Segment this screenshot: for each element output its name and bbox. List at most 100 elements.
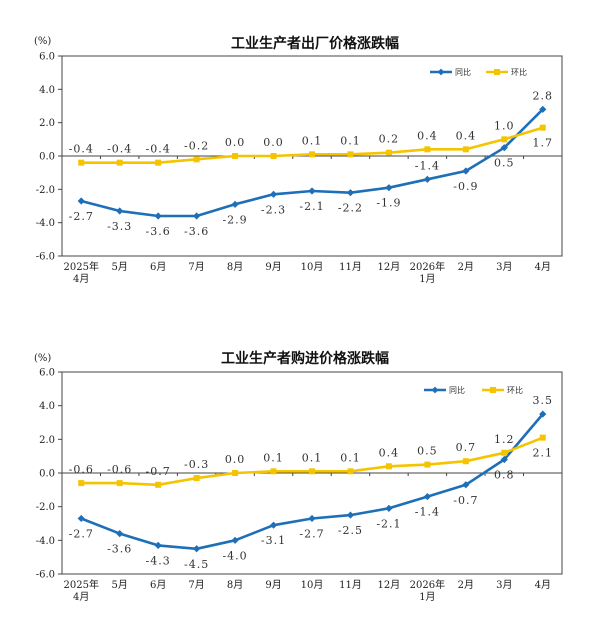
data-point-mom <box>347 468 354 475</box>
data-label: -0.3 <box>184 458 209 471</box>
x-tick-label: 6月 <box>150 261 166 273</box>
legend-marker <box>431 386 439 394</box>
x-tick-label: 2026年 <box>410 260 445 273</box>
data-label: 0.2 <box>379 133 400 146</box>
data-point-mom <box>462 458 469 465</box>
data-point-yoy <box>346 511 355 519</box>
data-point-mom <box>78 159 85 166</box>
x-tick-label: 10月 <box>301 261 324 273</box>
data-label: -1.4 <box>415 506 440 519</box>
data-label: 0.1 <box>340 134 361 147</box>
y-unit-label: (%) <box>34 353 51 364</box>
legend-marker <box>490 387 496 393</box>
data-label: -0.4 <box>107 143 132 156</box>
x-tick-label: 4月 <box>535 261 551 273</box>
x-tick-label: 12月 <box>378 261 401 273</box>
data-label: -2.5 <box>338 524 363 537</box>
data-point-mom <box>193 475 200 482</box>
y-tick-label: -2.0 <box>36 502 55 513</box>
data-label: 0.7 <box>456 441 477 454</box>
data-point-mom <box>424 146 431 153</box>
purchase-price-chart: 工业生产者购进价格涨跌幅 (%) 6.0 4.0 2.0 0.0 -2.0 -4.0 -6.… <box>34 350 563 603</box>
data-label: 0.5 <box>494 157 515 170</box>
data-point-mom <box>424 461 431 468</box>
data-label: -0.7 <box>146 465 171 478</box>
data-label: -3.1 <box>261 534 286 547</box>
data-label: 0.4 <box>456 129 477 142</box>
x-tick-label: 6月 <box>150 579 166 591</box>
x-tick-label: 9月 <box>265 579 281 591</box>
data-label: -3.6 <box>107 543 132 556</box>
data-point-mom <box>501 449 508 456</box>
data-label: 2.8 <box>533 89 554 102</box>
data-label: -2.7 <box>299 527 324 540</box>
data-point-mom <box>501 136 508 143</box>
y-unit-label: (%) <box>34 36 51 47</box>
data-point-yoy <box>116 207 124 215</box>
data-label: -2.1 <box>299 200 324 213</box>
y-tick-label: 4.0 <box>39 85 55 96</box>
data-point-yoy <box>193 212 201 220</box>
x-tick-label: 2025年 <box>64 260 99 273</box>
data-label: 0.0 <box>225 453 246 466</box>
legend-label: 环比 <box>507 385 523 395</box>
data-label: -3.6 <box>184 225 209 238</box>
data-point-yoy <box>462 167 470 175</box>
data-point-yoy <box>500 144 508 152</box>
data-point-mom <box>232 470 239 476</box>
y-tick-label: 2.0 <box>39 435 55 446</box>
data-label: -4.3 <box>146 554 171 567</box>
y-tick-label: -2.0 <box>36 185 55 196</box>
data-point-yoy <box>77 514 85 523</box>
x-tick-label: 7月 <box>188 261 204 273</box>
data-label: 0.8 <box>494 469 515 482</box>
data-point-yoy <box>193 545 201 553</box>
data-label: 0.4 <box>379 446 400 459</box>
data-label: -3.3 <box>107 220 132 233</box>
data-point-yoy <box>154 212 162 220</box>
data-label: 0.0 <box>263 136 284 149</box>
data-point-yoy <box>231 536 239 544</box>
y-tick-label: 2.0 <box>39 118 55 129</box>
data-point-yoy <box>500 455 508 464</box>
data-label: 2.1 <box>533 447 554 460</box>
x-tick-label: 3月 <box>496 579 512 591</box>
data-label: -4.5 <box>184 558 209 571</box>
legend-marker <box>494 69 500 75</box>
y-tick-label: 6.0 <box>39 368 55 379</box>
data-label: 0.0 <box>225 136 246 149</box>
data-label: -2.7 <box>69 210 94 223</box>
data-point-mom <box>193 156 200 163</box>
data-point-yoy <box>308 187 316 195</box>
legend-label: 同比 <box>455 67 471 77</box>
data-label: 0.4 <box>417 129 438 142</box>
data-label: 1.0 <box>494 119 515 132</box>
data-point-mom <box>385 149 392 156</box>
data-label: -0.4 <box>146 143 171 156</box>
data-point-mom <box>539 124 546 131</box>
chart-title: 工业生产者出厂价格涨跌幅 <box>231 35 399 52</box>
data-label: -1.4 <box>415 159 440 172</box>
data-point-mom <box>347 151 354 158</box>
y-tick-label: -6.0 <box>36 252 55 263</box>
data-point-yoy <box>231 200 239 208</box>
data-label: 1.2 <box>494 433 515 446</box>
data-point-mom <box>270 153 277 159</box>
x-tick-label: 8月 <box>227 261 243 273</box>
data-label: -2.1 <box>376 517 401 530</box>
data-point-yoy <box>116 530 124 538</box>
data-point-yoy <box>462 481 470 489</box>
x-tick-label: 11月 <box>339 579 362 591</box>
x-tick-label: 4月 <box>73 591 89 603</box>
data-point-yoy <box>385 184 393 192</box>
data-label: -4.0 <box>222 549 247 562</box>
data-label: 3.5 <box>533 394 554 407</box>
x-tick-label: 2月 <box>458 261 474 273</box>
data-label: -0.7 <box>453 494 478 507</box>
x-tick-label: 11月 <box>339 261 362 273</box>
data-point-mom <box>462 146 469 153</box>
legend-label: 环比 <box>511 67 527 77</box>
data-point-mom <box>116 480 123 487</box>
x-tick-label: 9月 <box>265 261 281 273</box>
